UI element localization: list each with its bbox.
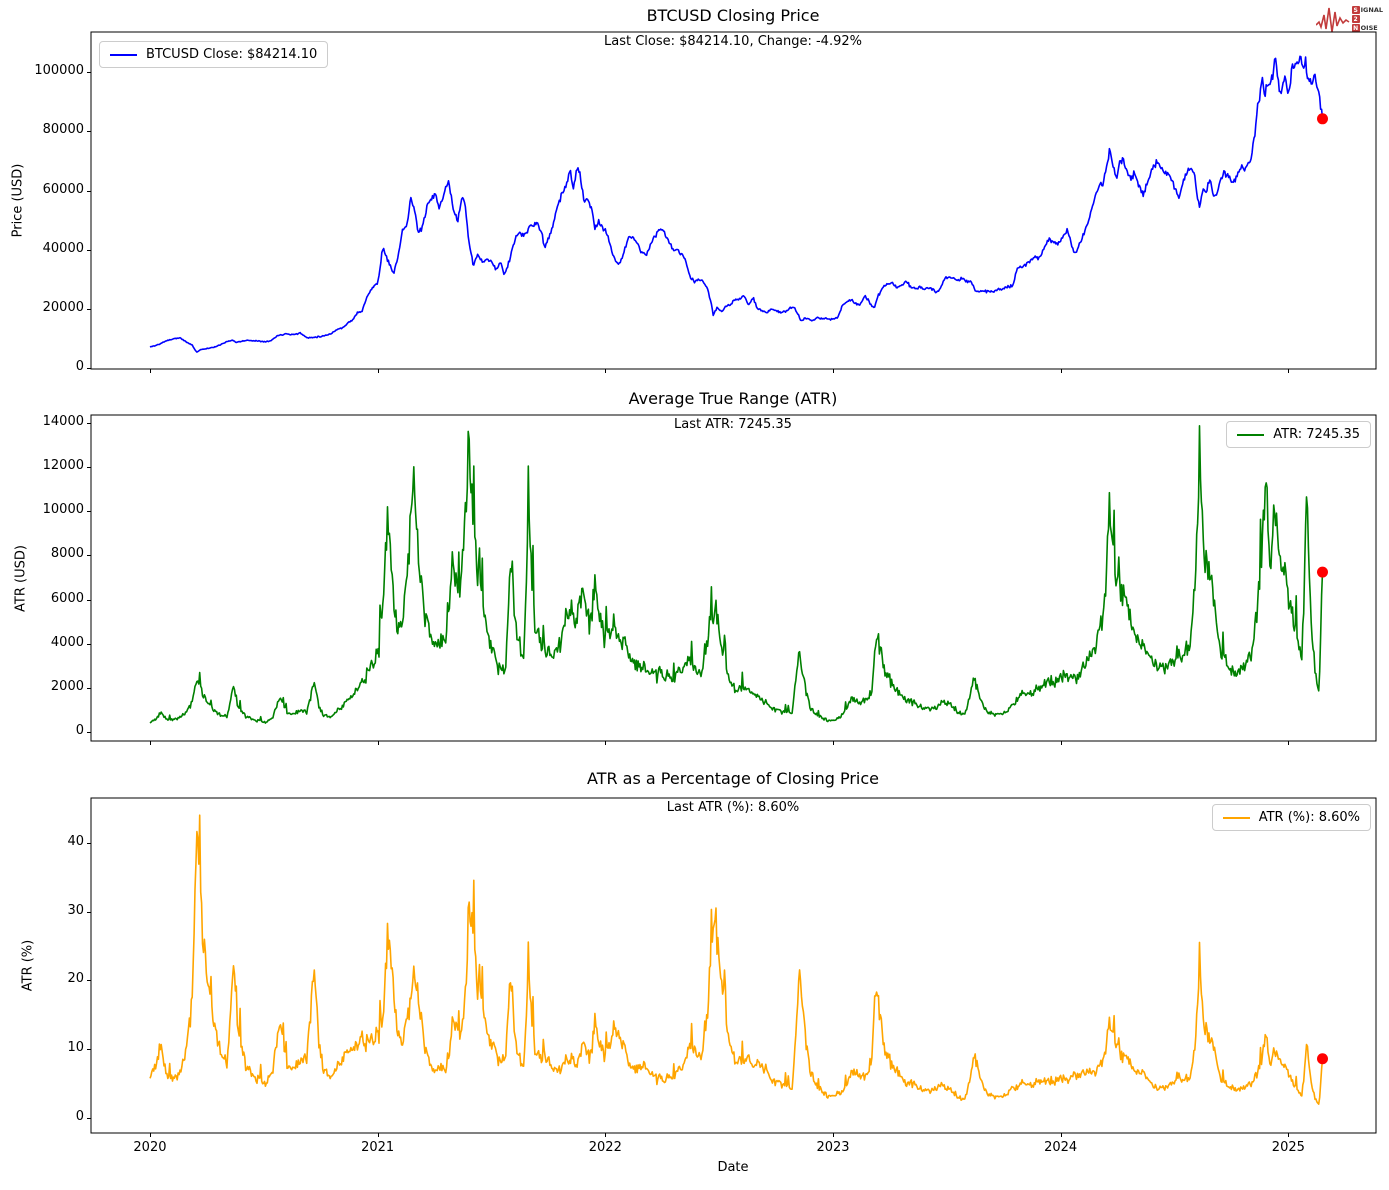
y-tick-label: 40000 xyxy=(42,240,84,256)
price-chart-subtitle: Last Close: $84214.10, Change: -4.92% xyxy=(604,34,862,49)
x-tick-label: 2022 xyxy=(588,1140,622,1155)
logo-row-signal: S IGNAL xyxy=(1351,6,1383,14)
y-tick-label: 14000 xyxy=(42,413,84,429)
price-chart-title: BTCUSD Closing Price xyxy=(646,6,820,25)
x-tick-label: 2021 xyxy=(361,1140,395,1155)
logo-letter-s: S xyxy=(1351,6,1360,14)
price-last-point-marker xyxy=(1316,113,1328,125)
y-tick-label: 6000 xyxy=(50,590,84,606)
price-legend-swatch xyxy=(110,53,137,56)
y-tick-label: 40 xyxy=(67,833,84,849)
y-tick-label: 60000 xyxy=(42,181,84,197)
logo-text: S IGNAL 2 N OISE xyxy=(1351,6,1383,33)
atr-chart-title: Average True Range (ATR) xyxy=(628,389,838,408)
atr-last-point-marker xyxy=(1316,566,1328,578)
y-tick-label: 0 xyxy=(75,359,84,375)
logo-letter-n: N xyxy=(1351,24,1360,32)
atr_pct-last-point-marker xyxy=(1316,1053,1328,1065)
atr-pct-legend: ATR (%): 8.60% xyxy=(1211,804,1371,831)
y-tick-label: 4000 xyxy=(50,634,84,650)
x-tick-label: 2020 xyxy=(133,1140,167,1155)
y-tick-label: 80000 xyxy=(42,122,84,138)
y-tick-label: 0 xyxy=(75,723,84,739)
y-tick-label: 20000 xyxy=(42,300,84,316)
y-tick-label: 10 xyxy=(67,1040,84,1056)
price-line xyxy=(149,55,1324,353)
x-axis-label: Date xyxy=(717,1160,749,1175)
y-tick-label: 0 xyxy=(75,1108,84,1124)
atr-line xyxy=(149,425,1324,724)
atr-chart-subtitle: Last ATR: 7245.35 xyxy=(674,417,792,432)
atr-pct-chart-title: ATR as a Percentage of Closing Price xyxy=(587,769,879,788)
logo-row-2: 2 xyxy=(1351,15,1383,24)
atr-legend: ATR: 7245.35 xyxy=(1226,421,1371,448)
y-tick-label: 2000 xyxy=(50,678,84,694)
y-tick-label: 10000 xyxy=(42,502,84,518)
y-tick-label: 30 xyxy=(67,902,84,918)
atr-legend-label: ATR: 7245.35 xyxy=(1273,427,1360,442)
y-tick-label: 12000 xyxy=(42,458,84,474)
y-tick-label: 20 xyxy=(67,971,84,987)
atr-pct-legend-label: ATR (%): 8.60% xyxy=(1258,810,1360,825)
logo-letter-2: 2 xyxy=(1351,15,1360,23)
atr-legend-swatch xyxy=(1237,433,1265,436)
y-tick-label: 8000 xyxy=(50,546,84,562)
atr-pct-chart-subtitle: Last ATR (%): 8.60% xyxy=(666,800,800,815)
logo-row-noise: N OISE xyxy=(1351,24,1378,32)
x-tick-label: 2023 xyxy=(816,1140,850,1155)
atr_pct-line xyxy=(149,814,1324,1105)
price-legend-label: BTCUSD Close: $84214.10 xyxy=(146,47,318,62)
y-tick-label: 100000 xyxy=(34,63,84,78)
x-tick-label: 2025 xyxy=(1271,1140,1305,1155)
price-legend: BTCUSD Close: $84214.10 xyxy=(99,41,329,68)
x-tick-label: 2024 xyxy=(1044,1140,1078,1155)
atr-pct-legend-swatch xyxy=(1222,816,1250,819)
